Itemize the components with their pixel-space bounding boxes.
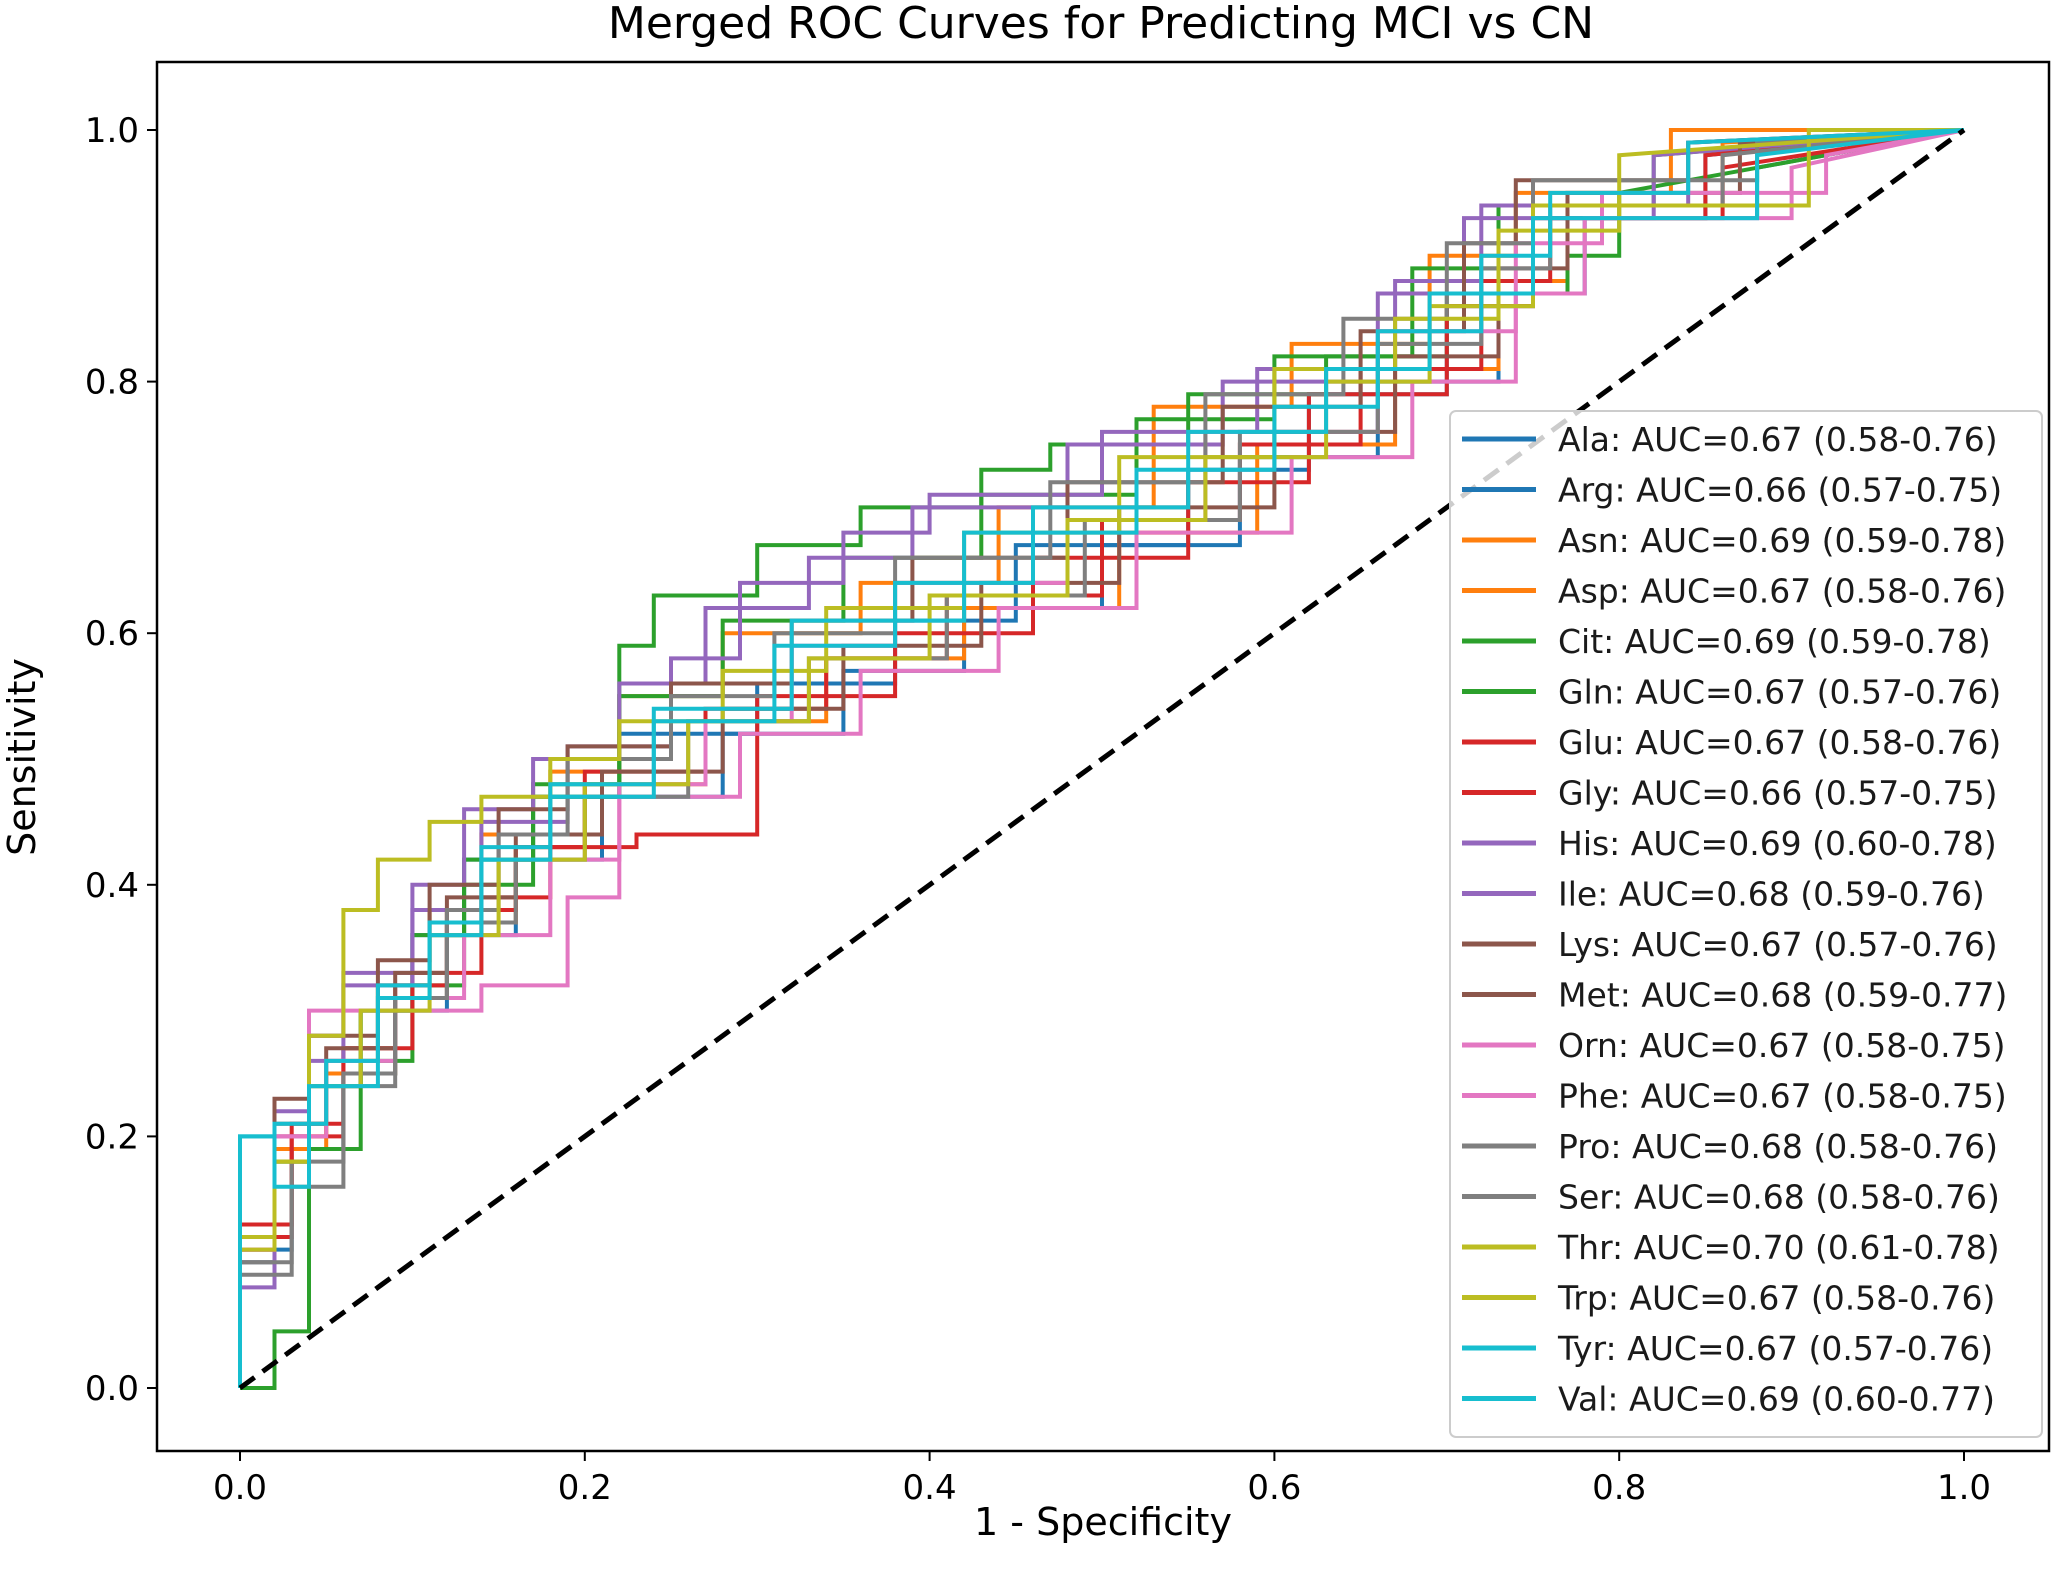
y-tick-label: 0.2	[85, 1117, 139, 1157]
legend-entry-label: Cit: AUC=0.69 (0.59-0.78)	[1558, 622, 1991, 661]
legend-entry-label: Asp: AUC=0.67 (0.58-0.76)	[1558, 572, 2006, 611]
legend-entry-label: Asn: AUC=0.69 (0.59-0.78)	[1558, 521, 2006, 560]
legend: Ala: AUC=0.67 (0.58-0.76) Arg: AUC=0.66 (…	[1449, 410, 2043, 1438]
legend-entry-label: Gln: AUC=0.67 (0.57-0.76)	[1558, 673, 2001, 712]
plot-area	[238, 127, 1966, 1391]
legend-entry-label: Pro: AUC=0.68 (0.58-0.76)	[1558, 1127, 1998, 1166]
chart-title: Merged ROC Curves for Predicting MCI vs …	[608, 0, 1594, 49]
x-tick-label: 0.2	[558, 1468, 612, 1508]
legend-entry-label: Orn: AUC=0.67 (0.58-0.75)	[1558, 1026, 2005, 1065]
x-tick-label: 0.4	[903, 1468, 957, 1508]
legend-entry-label: Trp: AUC=0.67 (0.58-0.76)	[1557, 1279, 1995, 1318]
x-axis: 0.0 0.2 0.4 0.6 0.8 1.0	[213, 1451, 1991, 1508]
legend-entry-label: Thr: AUC=0.70 (0.61-0.78)	[1557, 1228, 2000, 1267]
y-tick-label: 0.8	[85, 363, 139, 403]
y-tick-label: 1.0	[85, 111, 139, 151]
legend-entry-label: His: AUC=0.69 (0.60-0.78)	[1558, 824, 1997, 863]
legend-entry-label: Ser: AUC=0.68 (0.58-0.76)	[1558, 1178, 2000, 1217]
legend-entry-label: Arg: AUC=0.66 (0.57-0.75)	[1558, 471, 2002, 510]
legend-entry-label: Met: AUC=0.68 (0.59-0.77)	[1558, 976, 2007, 1015]
legend-entry-label: Tyr: AUC=0.67 (0.57-0.76)	[1557, 1329, 1993, 1368]
legend-entry-label: Glu: AUC=0.67 (0.58-0.76)	[1558, 723, 2001, 762]
axes-frame	[155, 60, 2051, 1453]
legend-box	[1449, 410, 2043, 1438]
legend-entry-label: Ile: AUC=0.68 (0.59-0.76)	[1558, 875, 1985, 914]
x-tick-label: 0.8	[1592, 1468, 1646, 1508]
legend-entry-label: Gly: AUC=0.66 (0.57-0.75)	[1558, 774, 1997, 813]
roc-series-line	[238, 128, 1965, 1388]
legend-entry-label: Lys: AUC=0.67 (0.57-0.76)	[1558, 925, 1998, 964]
x-tick-label: 1.0	[1937, 1468, 1991, 1508]
legend-entry-label: Ala: AUC=0.67 (0.58-0.76)	[1558, 420, 1998, 459]
y-axis: 0.0 0.2 0.4 0.6 0.8 1.0	[85, 111, 157, 1409]
chance-diagonal-line	[238, 127, 1966, 1391]
x-tick-label: 0.6	[1247, 1468, 1301, 1508]
x-axis-title: 1 - Specificity	[974, 1500, 1232, 1544]
x-tick-label: 0.0	[213, 1468, 267, 1508]
y-tick-label: 0.6	[85, 614, 139, 654]
roc-series-line	[238, 128, 1965, 1388]
roc-series-line	[238, 128, 1965, 1388]
legend-entry-label: Phe: AUC=0.67 (0.58-0.75)	[1558, 1077, 2007, 1116]
legend-entry-label: Val: AUC=0.69 (0.60-0.77)	[1558, 1380, 1995, 1419]
y-tick-label: 0.4	[85, 866, 139, 906]
y-axis-title: Sensitivity	[0, 658, 44, 856]
roc-series-line	[238, 128, 1965, 1388]
y-tick-label: 0.0	[85, 1369, 139, 1409]
